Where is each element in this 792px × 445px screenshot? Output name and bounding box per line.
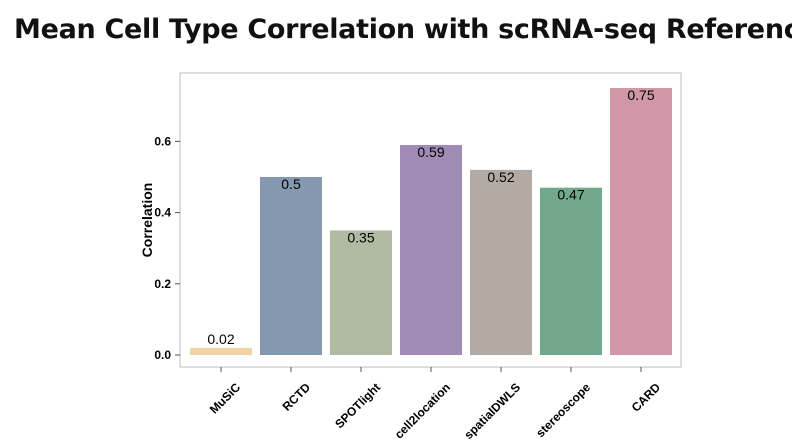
x-tick-label: RCTD	[280, 380, 314, 414]
y-tick-label: 0.2	[154, 277, 171, 291]
x-tick-label: SPOTlight	[332, 380, 383, 431]
x-axis: MuSiC RCTD SPOTlight cell2location spatialDW…	[207, 367, 664, 442]
y-axis-label: Correlation	[139, 183, 155, 258]
bar-value-label: 0.02	[207, 331, 234, 347]
bar	[540, 187, 602, 355]
y-tick-label: 0.6	[154, 134, 171, 148]
bar	[330, 230, 392, 355]
x-tick-label: stereoscope	[533, 380, 593, 440]
y-tick-label: 0.0	[154, 348, 171, 362]
x-tick-label: spatialDWLS	[461, 380, 523, 442]
bar	[470, 169, 532, 355]
chart-title: Mean Cell Type Correlation with scRNA-se…	[14, 14, 792, 45]
bar	[610, 88, 672, 355]
x-tick-label: CARD	[629, 380, 664, 415]
bar-value-label: 0.35	[347, 229, 374, 245]
bar	[400, 144, 462, 355]
bar-value-label: 0.5	[281, 176, 301, 192]
bar-value-label: 0.52	[487, 169, 514, 185]
y-axis: 0.0 0.2 0.4 0.6	[154, 134, 180, 362]
x-tick-label: cell2location	[392, 380, 453, 441]
bar-value-label: 0.59	[417, 144, 444, 160]
bars: 0.02 0.5 0.35 0.59 0.52 0.47 0.75	[190, 87, 672, 355]
y-tick-label: 0.4	[154, 206, 171, 220]
bar	[190, 347, 252, 355]
bar-value-label: 0.75	[627, 87, 654, 103]
x-tick-label: MuSiC	[207, 380, 244, 417]
bar	[260, 177, 322, 355]
bar-value-label: 0.47	[557, 187, 584, 203]
